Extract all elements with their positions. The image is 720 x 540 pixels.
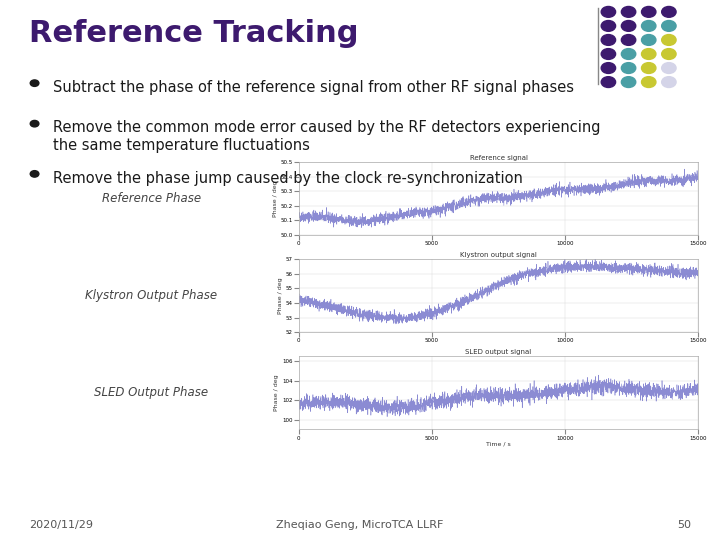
Text: SLED Output Phase: SLED Output Phase	[94, 386, 208, 400]
X-axis label: Time / s: Time / s	[486, 442, 511, 447]
Title: Klystron output signal: Klystron output signal	[460, 252, 537, 258]
Text: Reference Phase: Reference Phase	[102, 192, 201, 205]
Y-axis label: Phase / deg: Phase / deg	[278, 278, 283, 314]
Text: Zheqiao Geng, MicroTCA LLRF: Zheqiao Geng, MicroTCA LLRF	[276, 520, 444, 530]
Text: Subtract the phase of the reference signal from other RF signal phases: Subtract the phase of the reference sign…	[53, 80, 574, 95]
Text: 2020/11/29: 2020/11/29	[29, 520, 93, 530]
Text: 50: 50	[678, 520, 691, 530]
Title: Reference signal: Reference signal	[469, 155, 528, 161]
Y-axis label: Phase / deg: Phase / deg	[273, 180, 277, 217]
Text: Remove the common mode error caused by the RF detectors experiencing
the same te: Remove the common mode error caused by t…	[53, 120, 600, 153]
Text: Reference Tracking: Reference Tracking	[29, 19, 359, 48]
Y-axis label: Phase / deg: Phase / deg	[274, 375, 279, 411]
Text: Remove the phase jump caused by the clock re-synchronization: Remove the phase jump caused by the cloc…	[53, 171, 523, 186]
Text: Klystron Output Phase: Klystron Output Phase	[85, 289, 217, 302]
Title: SLED output signal: SLED output signal	[465, 349, 532, 355]
